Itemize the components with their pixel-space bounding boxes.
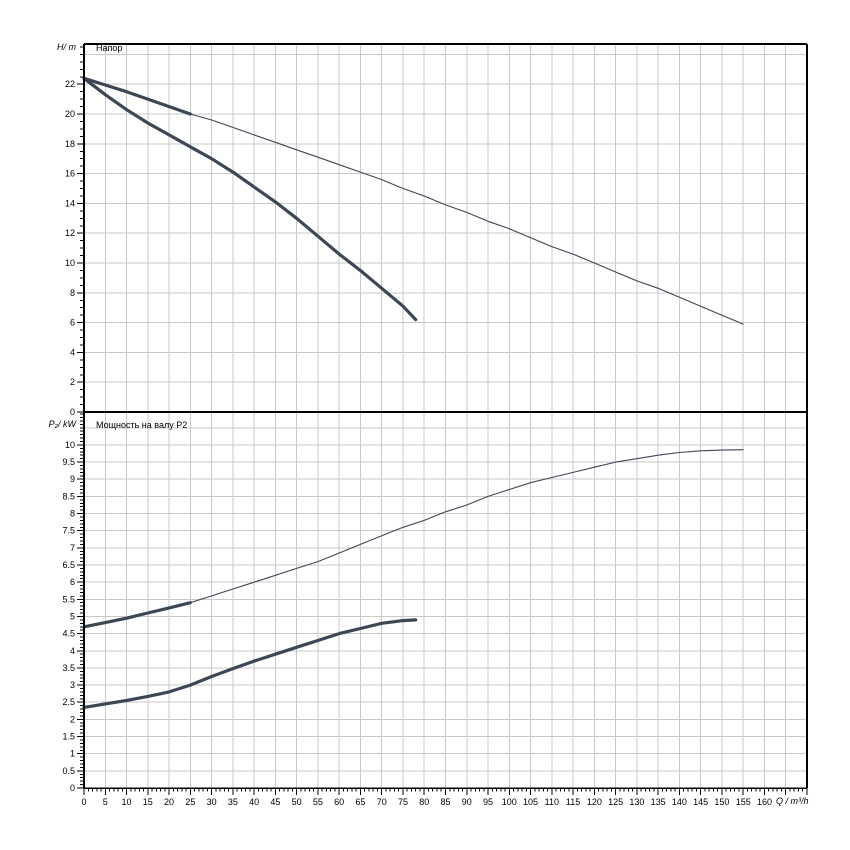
power-curve-full-range-thick <box>82 601 192 629</box>
x-axis-ticks <box>83 788 808 795</box>
svg-text:6.5: 6.5 <box>62 560 75 570</box>
svg-text:140: 140 <box>672 797 687 807</box>
svg-text:3.5: 3.5 <box>62 663 75 673</box>
y-tick-labels-bottom: 0 0.5 1 1.5 2 2.5 3 3.5 4 4.5 5 5.5 6 6.5 7 7.5 8 8.5 9 9.5… <box>62 440 75 793</box>
svg-text:9: 9 <box>70 474 75 484</box>
svg-text:7.5: 7.5 <box>62 526 75 536</box>
top-panel-y-axis-unit: H/ m <box>57 42 76 52</box>
power-curve-low-range-thick <box>82 618 418 709</box>
svg-text:40: 40 <box>249 797 259 807</box>
head-curve-full-range-thick <box>82 76 192 116</box>
svg-text:12: 12 <box>65 228 75 238</box>
svg-text:60: 60 <box>334 797 344 807</box>
svg-text:1: 1 <box>70 749 75 759</box>
svg-text:50: 50 <box>292 797 302 807</box>
svg-text:75: 75 <box>398 797 408 807</box>
grid-top <box>84 44 808 412</box>
svg-text:3: 3 <box>70 680 75 690</box>
svg-text:5: 5 <box>70 611 75 621</box>
svg-text:25: 25 <box>185 797 195 807</box>
svg-text:130: 130 <box>629 797 644 807</box>
svg-text:150: 150 <box>714 797 729 807</box>
svg-text:8: 8 <box>70 288 75 298</box>
svg-text:2: 2 <box>70 714 75 724</box>
svg-text:2.5: 2.5 <box>62 697 75 707</box>
svg-text:160: 160 <box>757 797 772 807</box>
svg-text:115: 115 <box>566 797 580 807</box>
svg-text:4: 4 <box>70 347 75 357</box>
svg-text:10: 10 <box>65 440 75 450</box>
svg-text:5.5: 5.5 <box>62 594 75 604</box>
svg-text:125: 125 <box>608 797 623 807</box>
x-axis-unit: Q / m³/h <box>776 796 809 806</box>
head-curve-full-range-thin <box>189 113 744 325</box>
svg-text:105: 105 <box>523 797 538 807</box>
svg-text:70: 70 <box>377 797 387 807</box>
svg-text:4.5: 4.5 <box>62 629 75 639</box>
svg-text:65: 65 <box>355 797 365 807</box>
svg-text:20: 20 <box>164 797 174 807</box>
svg-text:15: 15 <box>143 797 153 807</box>
bottom-panel-title: Мощность на валу P2 <box>96 420 188 430</box>
svg-text:2: 2 <box>70 377 75 387</box>
bottom-panel-y-axis-unit: P₂/ kW <box>48 419 76 429</box>
y-tick-labels-top: 0 2 4 6 8 10 12 14 16 18 20 22 <box>65 79 75 417</box>
svg-text:0.5: 0.5 <box>62 766 75 776</box>
svg-text:30: 30 <box>207 797 217 807</box>
svg-text:16: 16 <box>65 169 75 179</box>
plot-frame <box>83 43 808 789</box>
power-curve-full-range-thin <box>189 449 744 604</box>
svg-text:5: 5 <box>103 797 108 807</box>
svg-text:85: 85 <box>440 797 450 807</box>
svg-text:14: 14 <box>65 198 75 208</box>
svg-text:155: 155 <box>736 797 751 807</box>
x-tick-labels: 0 5 10 15 20 25 30 35 40 45 50 55 60 65 70 75 80 85 90 95 10… <box>81 797 771 807</box>
svg-text:10: 10 <box>122 797 132 807</box>
svg-text:22: 22 <box>65 79 75 89</box>
top-panel-title: Напор <box>96 43 123 53</box>
svg-text:8: 8 <box>70 509 75 519</box>
svg-text:7: 7 <box>70 543 75 553</box>
svg-text:0: 0 <box>81 797 86 807</box>
svg-text:8.5: 8.5 <box>62 491 75 501</box>
svg-text:6: 6 <box>70 577 75 587</box>
svg-text:20: 20 <box>65 109 75 119</box>
svg-text:110: 110 <box>545 797 559 807</box>
svg-text:9.5: 9.5 <box>62 457 75 467</box>
svg-text:80: 80 <box>419 797 429 807</box>
panel-bottom: 0 0.5 1 1.5 2 2.5 3 3.5 4 4.5 5 5.5 6 6.5 7 7.5 8 8.5 9 9.5… <box>62 412 808 793</box>
y-ticks-bottom <box>77 413 84 789</box>
curves-bottom <box>82 449 744 709</box>
svg-text:145: 145 <box>693 797 708 807</box>
svg-text:120: 120 <box>587 797 602 807</box>
svg-text:95: 95 <box>483 797 493 807</box>
svg-text:6: 6 <box>70 318 75 328</box>
svg-text:90: 90 <box>462 797 472 807</box>
svg-text:55: 55 <box>313 797 323 807</box>
svg-text:4: 4 <box>70 646 75 656</box>
head-curve-low-range-thick <box>82 76 418 322</box>
svg-text:0: 0 <box>70 783 75 793</box>
y-ticks-top <box>77 46 84 413</box>
svg-text:1.5: 1.5 <box>62 732 75 742</box>
grid-bottom <box>84 412 808 788</box>
svg-text:10: 10 <box>65 258 75 268</box>
svg-text:100: 100 <box>502 797 517 807</box>
svg-text:0: 0 <box>70 407 75 417</box>
svg-text:35: 35 <box>228 797 238 807</box>
svg-text:45: 45 <box>270 797 280 807</box>
curves-top <box>82 76 744 325</box>
svg-text:18: 18 <box>65 139 75 149</box>
svg-text:135: 135 <box>651 797 666 807</box>
panel-top: 0 2 4 6 8 10 12 14 16 18 20 22 <box>65 44 808 417</box>
